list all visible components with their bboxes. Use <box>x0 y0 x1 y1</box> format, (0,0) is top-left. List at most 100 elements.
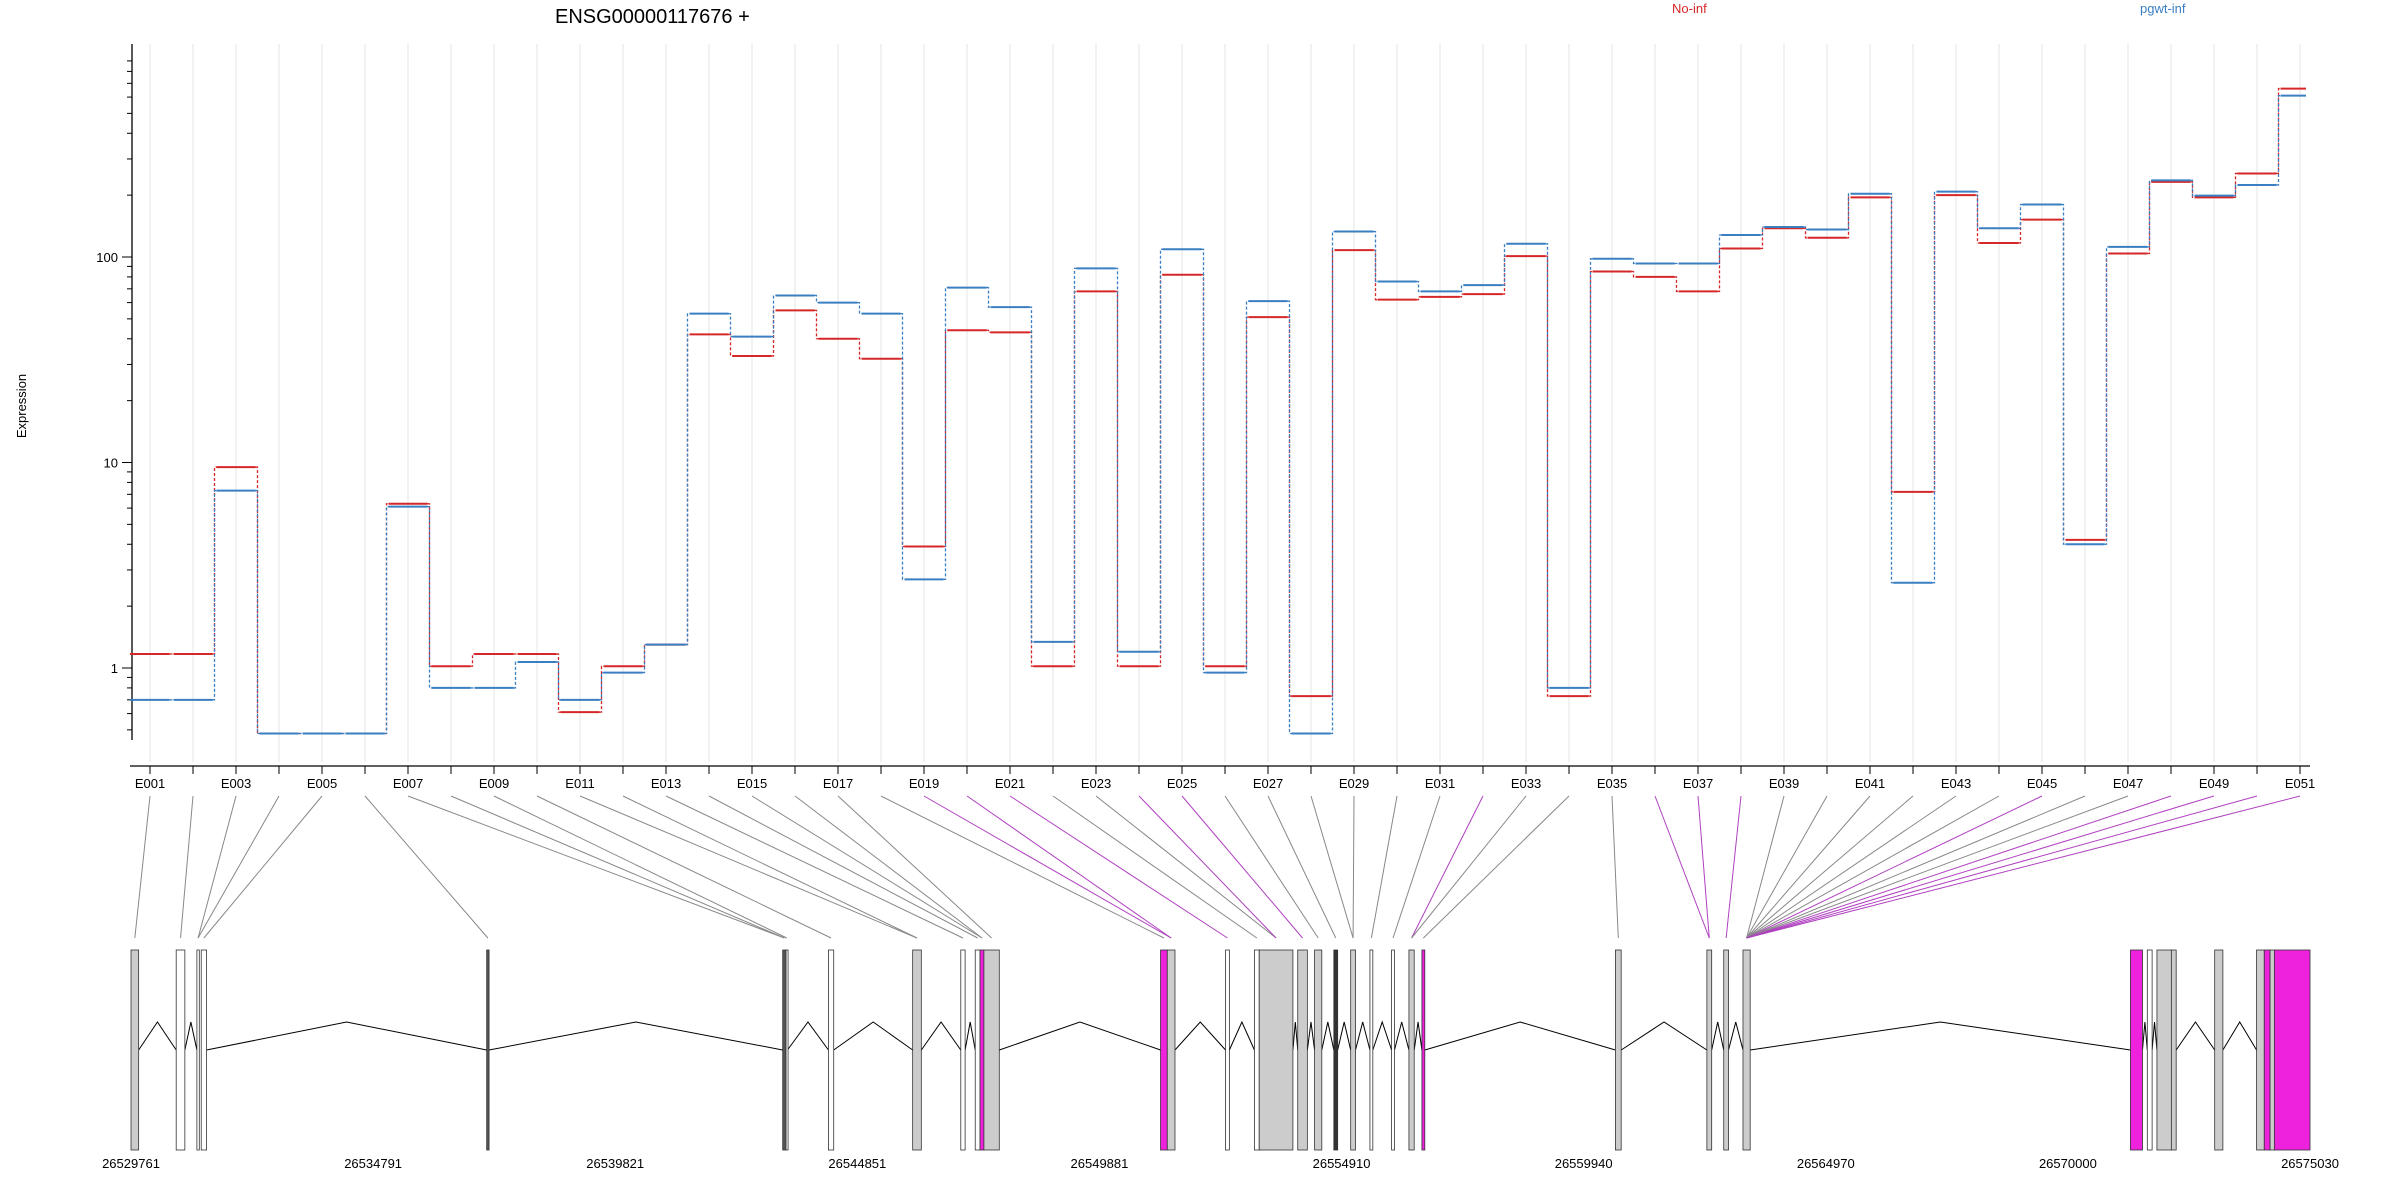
x-tick-label: E033 <box>1511 776 1541 791</box>
y-tick-label: 1 <box>111 661 118 676</box>
series-link <box>1201 274 1206 667</box>
connector-line <box>364 795 489 939</box>
coordinate-label: 26544851 <box>828 1156 886 1171</box>
connector-line <box>1746 795 1785 939</box>
series-link <box>599 671 604 701</box>
connector-line <box>1746 795 2000 939</box>
connector-line <box>622 795 918 939</box>
exon-box <box>2269 949 2275 1151</box>
series-link <box>1717 234 1722 265</box>
series-link <box>1846 196 1851 239</box>
exon-box <box>2170 949 2177 1151</box>
series-link <box>1932 190 1937 584</box>
intron-line <box>1711 1021 1725 1051</box>
exon-box <box>1706 949 1713 1151</box>
coordinate-label: 26575030 <box>2281 1156 2339 1171</box>
exon-box <box>828 949 835 1151</box>
coordinate-label: 26570000 <box>2039 1156 2097 1171</box>
coordinate-axis: 26529761 26534791 26539821 26544851 26549881… <box>102 1156 2339 1171</box>
connector-line <box>880 795 1165 939</box>
x-tick-label: E017 <box>823 776 853 791</box>
series-link <box>1115 290 1120 667</box>
series-link <box>1803 226 1808 231</box>
series-link <box>384 505 389 735</box>
intron-line <box>1728 1021 1744 1051</box>
intron-line <box>1372 1020 1393 1051</box>
series-layer <box>130 87 2306 735</box>
series-link <box>2147 179 2152 248</box>
intron-line <box>1306 1021 1316 1051</box>
connector-line <box>1352 795 1355 939</box>
exon-box <box>196 949 200 1151</box>
connector-line <box>1654 795 1710 939</box>
coordinate-label: 26559940 <box>1555 1156 1613 1171</box>
intron-line <box>1337 1021 1352 1051</box>
x-tick-label: E021 <box>995 776 1025 791</box>
coordinate-label: 26549881 <box>1071 1156 1129 1171</box>
exon-box <box>2156 949 2172 1151</box>
intron-line <box>1393 1021 1410 1051</box>
series-link <box>212 489 217 701</box>
series-link <box>1631 270 1636 278</box>
series-link <box>857 301 862 315</box>
exon-box <box>974 949 981 1151</box>
series-link <box>1158 274 1163 667</box>
exon-box <box>1166 949 1176 1151</box>
series-link <box>1975 190 1980 229</box>
connector-line <box>1052 795 1258 939</box>
connector-line <box>966 795 1172 939</box>
connector-line <box>1697 795 1710 939</box>
series-link <box>771 294 776 338</box>
series-link <box>1244 300 1249 674</box>
x-tick-label: E027 <box>1253 776 1283 791</box>
series-link <box>771 309 776 357</box>
series-link <box>2190 181 2195 199</box>
connector-line <box>197 795 280 939</box>
connector-line <box>665 795 964 939</box>
exon-box <box>1391 949 1395 1151</box>
series-link <box>642 643 647 667</box>
x-tick-label: E005 <box>307 776 337 791</box>
connector-line <box>1746 795 2301 939</box>
y-tick-label: 100 <box>96 250 118 265</box>
x-tick-label: E043 <box>1941 776 1971 791</box>
series-link <box>599 665 604 713</box>
series-link <box>857 338 862 360</box>
exon-box <box>2214 949 2224 1151</box>
x-tick-label: E041 <box>1855 776 1885 791</box>
x-tick-label: E001 <box>135 776 165 791</box>
connector-line <box>1267 795 1337 939</box>
x-tick-label: E051 <box>2285 776 2315 791</box>
connector-line <box>579 795 918 939</box>
exon-box <box>1615 949 1622 1151</box>
intron-line <box>1413 1021 1423 1051</box>
series-link <box>1072 267 1077 643</box>
series-link <box>728 333 733 357</box>
series-link <box>1373 230 1378 283</box>
connector-line <box>536 795 832 939</box>
connector-line <box>1746 795 2043 939</box>
exon-box <box>175 949 186 1151</box>
series-link <box>427 505 432 689</box>
intron-line <box>2175 1021 2216 1051</box>
connector-line <box>837 795 992 939</box>
series-link <box>814 294 819 304</box>
connector-line <box>1611 795 1619 939</box>
connector-line <box>203 795 323 939</box>
connector-line <box>1746 795 1914 939</box>
series-link <box>1416 296 1421 301</box>
connector-line <box>1746 795 2258 939</box>
coordinate-label: 26554910 <box>1313 1156 1371 1171</box>
series-link <box>642 643 647 674</box>
x-tick-label: E047 <box>2113 776 2143 791</box>
exon-box <box>1333 949 1339 1151</box>
x-tick-label: E049 <box>2199 776 2229 791</box>
x-tick-label: E003 <box>221 776 251 791</box>
series-link <box>814 309 819 340</box>
connector-line <box>1746 795 2129 939</box>
series-link <box>2276 87 2281 175</box>
intron-line <box>138 1021 177 1051</box>
connector-line <box>923 795 1172 939</box>
series-link <box>1459 284 1464 293</box>
exon-box <box>1160 949 1168 1151</box>
